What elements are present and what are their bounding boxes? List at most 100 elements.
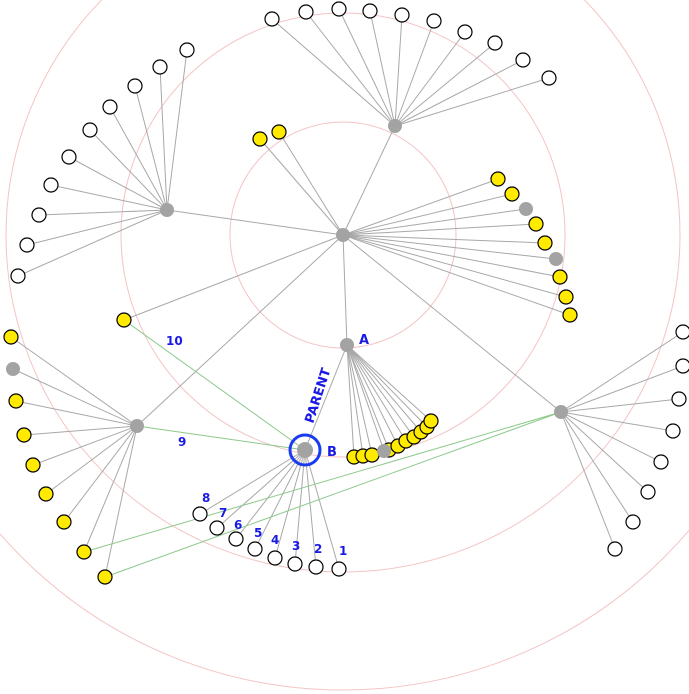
right-edge-4 bbox=[560, 411, 674, 432]
root-node bbox=[336, 228, 350, 242]
upper-left-edge-1 bbox=[17, 209, 168, 277]
right-edge-1 bbox=[560, 331, 684, 413]
node-b-child-node-5 bbox=[247, 541, 263, 557]
collapsed-edge-1 bbox=[12, 368, 138, 427]
parent-label: PARENT bbox=[303, 366, 335, 425]
right-edge-7 bbox=[560, 411, 634, 523]
root-child-node-6 bbox=[528, 216, 544, 232]
upper-right-edge-7 bbox=[394, 31, 466, 127]
node-b-child-node-4 bbox=[267, 550, 283, 566]
node-a-child-node-10 bbox=[423, 413, 439, 429]
node-b-edge-2 bbox=[304, 449, 317, 568]
root-child-node-1 bbox=[252, 131, 268, 147]
node-a-child-node-3 bbox=[364, 447, 380, 463]
upper-right-child-node-3 bbox=[331, 1, 347, 17]
right-edge-2 bbox=[560, 365, 684, 413]
focus-ring bbox=[288, 433, 322, 467]
tree-edges bbox=[10, 8, 684, 578]
left-child-node-7 bbox=[76, 544, 92, 560]
left-edge-4 bbox=[32, 425, 138, 466]
upper-right-child-node-9 bbox=[515, 52, 531, 68]
upper-left-edge-10 bbox=[166, 49, 188, 211]
right-child-node-6 bbox=[640, 484, 656, 500]
root-edge-9 bbox=[342, 234, 567, 298]
right-edge-3 bbox=[560, 398, 680, 413]
hub-edge-1 bbox=[166, 209, 344, 236]
root-edge-4 bbox=[342, 178, 499, 236]
upper-right-child-node-8 bbox=[487, 35, 503, 51]
upper-left-edge-5 bbox=[68, 156, 168, 211]
left-hub-node bbox=[130, 419, 144, 433]
upper-left-edge-3 bbox=[38, 209, 168, 216]
upper-left-edge-7 bbox=[109, 106, 168, 211]
edge-number-1: 1 bbox=[339, 544, 347, 558]
collapsed-node-3 bbox=[549, 252, 563, 266]
node-b bbox=[297, 442, 313, 458]
node-a-edge-8 bbox=[346, 344, 422, 433]
upper-left-child-node-6 bbox=[82, 122, 98, 138]
upper-right-child-node-4 bbox=[362, 3, 378, 19]
upper-right-child-node-1 bbox=[264, 11, 280, 27]
root-child-node-7 bbox=[537, 235, 553, 251]
collapsed-edge-3 bbox=[342, 234, 557, 260]
parent-edge bbox=[304, 344, 348, 451]
right-child-node-3 bbox=[671, 391, 687, 407]
upper-left-edge-4 bbox=[50, 184, 168, 211]
collapsed-node-1 bbox=[6, 362, 20, 376]
left-child-node-2 bbox=[8, 393, 24, 409]
root-edge-2 bbox=[278, 131, 344, 236]
node-b-child-node-1 bbox=[331, 561, 347, 577]
root-child-node-3 bbox=[116, 312, 132, 328]
left-edge-8 bbox=[104, 425, 138, 578]
left-child-node-4 bbox=[25, 457, 41, 473]
upper-left-child-node-10 bbox=[179, 42, 195, 58]
upper-left-edge-9 bbox=[159, 66, 168, 211]
node-a-edge-2 bbox=[346, 344, 364, 457]
root-child-node-9 bbox=[558, 289, 574, 305]
node-a-edge-9 bbox=[346, 344, 428, 428]
upper-left-child-node-1 bbox=[10, 268, 26, 284]
upper-left-child-node-9 bbox=[152, 59, 168, 75]
right-child-node-5 bbox=[653, 454, 669, 470]
root-child-node-8 bbox=[552, 269, 568, 285]
edge-number-7: 7 bbox=[219, 506, 227, 520]
upper-left-edge-8 bbox=[134, 85, 168, 211]
hub-edge-3 bbox=[342, 234, 348, 346]
edge-number-3: 3 bbox=[292, 539, 300, 553]
upper-right-edge-3 bbox=[338, 8, 396, 127]
node-a-edge-3 bbox=[346, 344, 373, 456]
tree-nodes bbox=[3, 1, 689, 585]
left-edge-5 bbox=[45, 425, 138, 495]
edge-number-8: 8 bbox=[202, 491, 210, 505]
left-edge-3 bbox=[23, 425, 138, 436]
highlight-edge-3 bbox=[83, 411, 562, 553]
root-edge-6 bbox=[342, 223, 537, 236]
node-b-child-node-3 bbox=[287, 556, 303, 572]
upper-right-hub-node bbox=[388, 119, 402, 133]
upper-right-child-node-6 bbox=[426, 13, 442, 29]
right-child-node-4 bbox=[665, 423, 681, 439]
edge-number-6: 6 bbox=[234, 518, 242, 532]
root-edge-5 bbox=[342, 193, 513, 236]
upper-right-child-node-7 bbox=[457, 24, 473, 40]
node-b-label: B bbox=[327, 445, 337, 460]
upper-left-edge-2 bbox=[26, 209, 168, 246]
node-b-edge-4 bbox=[274, 449, 306, 559]
collapsed-node-4 bbox=[377, 444, 391, 458]
upper-right-edge-9 bbox=[394, 59, 524, 127]
ring-3 bbox=[5, 0, 681, 573]
collapsed-edge-2 bbox=[342, 208, 527, 236]
root-edge-3 bbox=[123, 234, 344, 321]
upper-right-edge-10 bbox=[394, 77, 550, 127]
right-child-node-2 bbox=[675, 358, 689, 374]
highlight-edge-1 bbox=[123, 319, 306, 451]
left-child-node-5 bbox=[38, 486, 54, 502]
hub-edge-2 bbox=[342, 125, 396, 236]
left-child-node-8 bbox=[97, 569, 113, 585]
node-a-edge-7 bbox=[346, 344, 415, 438]
left-child-node-1 bbox=[3, 329, 19, 345]
node-b-child-node-8 bbox=[192, 506, 208, 522]
edge-number-2: 2 bbox=[314, 542, 322, 556]
